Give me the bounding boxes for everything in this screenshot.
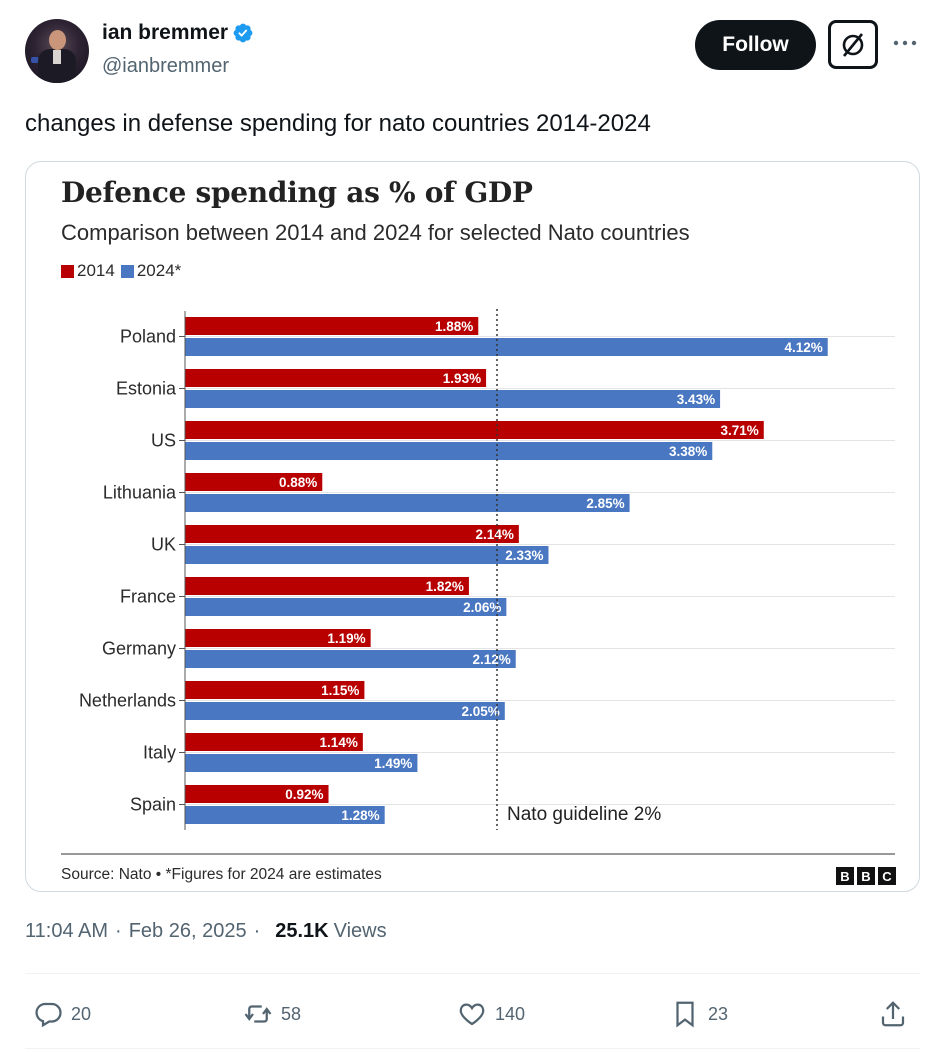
value-label-2024: 2.05% xyxy=(462,704,500,719)
category-label-germany: Germany xyxy=(102,639,176,659)
chart-subtitle: Comparison between 2014 and 2024 for sel… xyxy=(61,220,690,245)
grok-button[interactable] xyxy=(828,20,878,69)
action-bar: 20 58 140 23 xyxy=(25,990,920,1038)
bar-2024-germany xyxy=(185,650,516,668)
value-label-2014: 0.92% xyxy=(285,787,323,802)
like-button[interactable]: 140 xyxy=(457,990,525,1038)
tweet-time[interactable]: 11:04 AM xyxy=(25,920,109,942)
nato-guideline-label: Nato guideline 2% xyxy=(507,804,661,825)
divider xyxy=(25,973,920,974)
legend-label-2024: 2024* xyxy=(136,261,182,280)
category-label-spain: Spain xyxy=(130,795,176,815)
bar-2014-netherlands xyxy=(185,681,365,699)
bar-2024-poland xyxy=(185,338,828,356)
retweet-icon xyxy=(244,1005,272,1023)
bar-2014-us xyxy=(185,421,764,439)
value-label-2024: 3.43% xyxy=(677,392,715,407)
bar-2014-estonia xyxy=(185,369,487,387)
bookmark-icon xyxy=(676,1001,694,1028)
bottom-divider xyxy=(25,1048,920,1049)
category-label-france: France xyxy=(120,587,176,607)
legend-item-2024: 2024* xyxy=(120,261,182,281)
value-label-2014: 1.19% xyxy=(327,631,365,646)
category-label-us: US xyxy=(151,431,176,451)
bar-2014-italy xyxy=(185,733,363,751)
follow-button[interactable]: Follow xyxy=(695,20,816,70)
author-name-row[interactable]: ian bremmer xyxy=(102,21,254,45)
bar-2014-uk xyxy=(185,525,519,543)
author-handle[interactable]: @ianbremmer xyxy=(102,55,230,77)
value-label-2024: 2.33% xyxy=(505,548,543,563)
bar-2024-uk xyxy=(185,546,549,564)
bookmark-button[interactable]: 23 xyxy=(670,990,728,1038)
bar-2014-poland xyxy=(185,317,479,335)
bar-2014-france xyxy=(185,577,469,595)
more-options-button[interactable] xyxy=(892,30,918,56)
bar-2024-lithuania xyxy=(185,494,630,512)
category-label-estonia: Estonia xyxy=(116,379,177,399)
retweet-count: 58 xyxy=(281,1003,302,1024)
tweet-header: ian bremmer @ianbremmer Follow xyxy=(0,0,945,100)
bookmark-count: 23 xyxy=(708,1003,729,1024)
reply-icon xyxy=(35,1002,62,1028)
category-label-lithuania: Lithuania xyxy=(103,483,177,503)
tweet-media-chart[interactable]: Defence spending as % of GDP Comparison … xyxy=(25,161,920,892)
bar-2024-italy xyxy=(185,754,418,772)
bar-2024-spain xyxy=(185,806,385,824)
chart-title: Defence spending as % of GDP xyxy=(61,176,533,209)
bar-2024-netherlands xyxy=(185,702,505,720)
avatar[interactable] xyxy=(25,19,89,83)
views-label: Views xyxy=(333,920,387,942)
value-label-2024: 3.38% xyxy=(669,444,707,459)
verified-badge-icon xyxy=(233,23,253,43)
grok-icon xyxy=(842,32,864,57)
chart-legend: 2014 2024* xyxy=(61,261,187,281)
value-label-2024: 2.85% xyxy=(586,496,624,511)
value-label-2014: 1.93% xyxy=(443,371,481,386)
tweet-date[interactable]: Feb 26, 2025 xyxy=(128,920,247,942)
category-label-poland: Poland xyxy=(120,327,176,347)
legend-label-2014: 2014 xyxy=(77,261,115,280)
value-label-2014: 1.14% xyxy=(320,735,358,750)
value-label-2024: 1.28% xyxy=(341,808,379,823)
bar-chart: Poland 1.88% 4.12% Estonia 1.93% 3.43% US 3.71%… xyxy=(61,309,895,855)
reply-count: 20 xyxy=(71,1003,92,1024)
value-label-2014: 0.88% xyxy=(279,475,317,490)
value-label-2014: 2.14% xyxy=(476,527,514,542)
chart-source: Source: Nato • *Figures for 2024 are est… xyxy=(61,866,382,883)
tweet-text: changes in defense spending for nato cou… xyxy=(25,110,651,137)
bar-2024-us xyxy=(185,442,713,460)
bar-2014-spain xyxy=(185,785,329,803)
retweet-button[interactable]: 58 xyxy=(243,990,301,1038)
bar-2024-france xyxy=(185,598,507,616)
tweet-meta: 11:04 AM · Feb 26, 2025 · 25.1K Views xyxy=(25,920,387,942)
share-button[interactable] xyxy=(878,990,916,1038)
views-count: 25.1K xyxy=(275,920,329,942)
bar-2014-germany xyxy=(185,629,371,647)
bar-2014-lithuania xyxy=(185,473,323,491)
share-icon xyxy=(881,1001,905,1027)
reply-button[interactable]: 20 xyxy=(33,990,91,1038)
legend-item-2014: 2014 xyxy=(61,261,115,281)
like-count: 140 xyxy=(495,1003,526,1024)
value-label-2024: 2.12% xyxy=(472,652,510,667)
more-dots-icon xyxy=(893,40,917,46)
value-label-2014: 3.71% xyxy=(720,423,758,438)
category-label-italy: Italy xyxy=(143,743,176,763)
category-label-uk: UK xyxy=(151,535,176,555)
value-label-2024: 4.12% xyxy=(784,340,822,355)
value-label-2014: 1.82% xyxy=(426,579,464,594)
heart-icon xyxy=(459,1003,485,1026)
legend-swatch-2024 xyxy=(120,264,134,278)
author-name[interactable]: ian bremmer xyxy=(102,21,229,44)
legend-swatch-2014 xyxy=(61,264,74,278)
value-label-2014: 1.88% xyxy=(435,319,473,334)
value-label-2024: 2.06% xyxy=(463,600,501,615)
bar-2024-estonia xyxy=(185,390,721,408)
value-label-2014: 1.15% xyxy=(321,683,359,698)
value-label-2024: 1.49% xyxy=(374,756,412,771)
category-label-netherlands: Netherlands xyxy=(79,691,176,711)
